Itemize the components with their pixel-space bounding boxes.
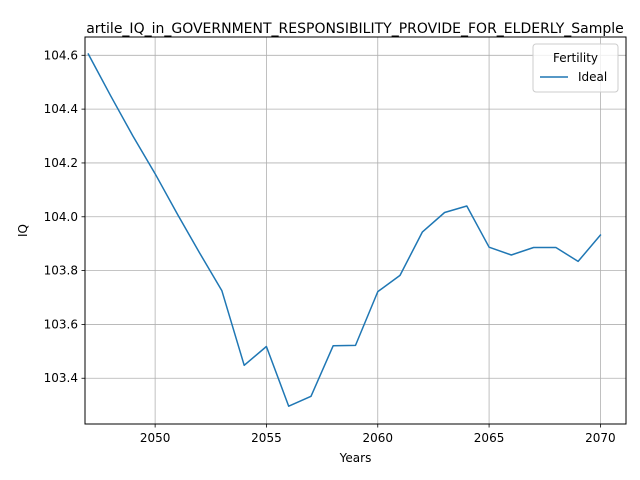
y-tick-label: 104.2 xyxy=(44,156,78,170)
legend-box xyxy=(532,43,619,93)
series-line-ideal xyxy=(87,52,602,407)
y-tick-label: 103.4 xyxy=(44,371,78,385)
x-tick-label: 2050 xyxy=(140,431,171,445)
plot-area xyxy=(85,37,626,424)
grid-lines xyxy=(85,37,626,424)
legend: Fertility Ideal xyxy=(532,43,619,93)
x-tick-label: 2055 xyxy=(251,431,282,445)
y-tick-label: 103.6 xyxy=(44,317,78,331)
x-tick-label: 2070 xyxy=(585,431,616,445)
y-tick-label: 103.8 xyxy=(44,264,78,278)
chart-title: artile_IQ_in_GOVERNMENT_RESPONSIBILITY_P… xyxy=(86,21,624,37)
x-tick-label: 2065 xyxy=(474,431,505,445)
legend-label: Ideal xyxy=(578,70,607,84)
y-axis-label: IQ xyxy=(16,224,30,237)
legend-title: Fertility xyxy=(553,51,598,65)
y-tick-label: 104.0 xyxy=(44,210,78,224)
x-axis-label: Years xyxy=(339,451,372,465)
axis-ticks: 2050 2055 2060 2065 2070 103.4 103.6 103.8 104.0… xyxy=(44,48,616,445)
x-tick-label: 2060 xyxy=(362,431,393,445)
y-tick-label: 104.4 xyxy=(44,102,78,116)
series-layer xyxy=(87,52,602,407)
plot-frame xyxy=(84,36,627,425)
y-tick-label: 104.6 xyxy=(44,48,78,62)
